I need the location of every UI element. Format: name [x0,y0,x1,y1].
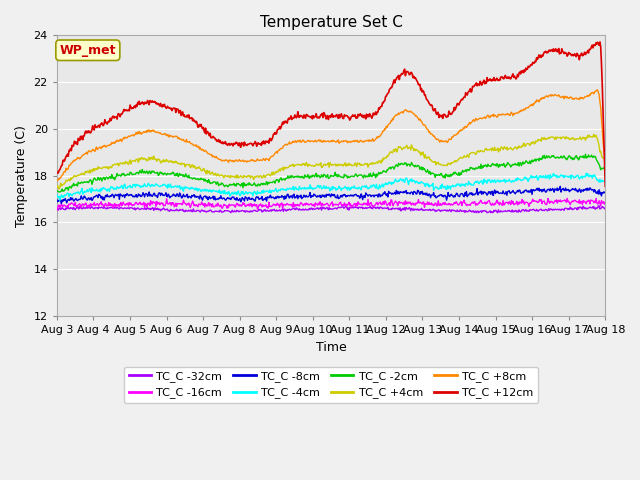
Title: Temperature Set C: Temperature Set C [260,15,403,30]
Y-axis label: Temperature (C): Temperature (C) [15,125,28,227]
X-axis label: Time: Time [316,341,346,354]
Text: WP_met: WP_met [60,44,116,57]
Legend: TC_C -32cm, TC_C -16cm, TC_C -8cm, TC_C -4cm, TC_C -2cm, TC_C +4cm, TC_C +8cm, T: TC_C -32cm, TC_C -16cm, TC_C -8cm, TC_C … [124,367,538,403]
